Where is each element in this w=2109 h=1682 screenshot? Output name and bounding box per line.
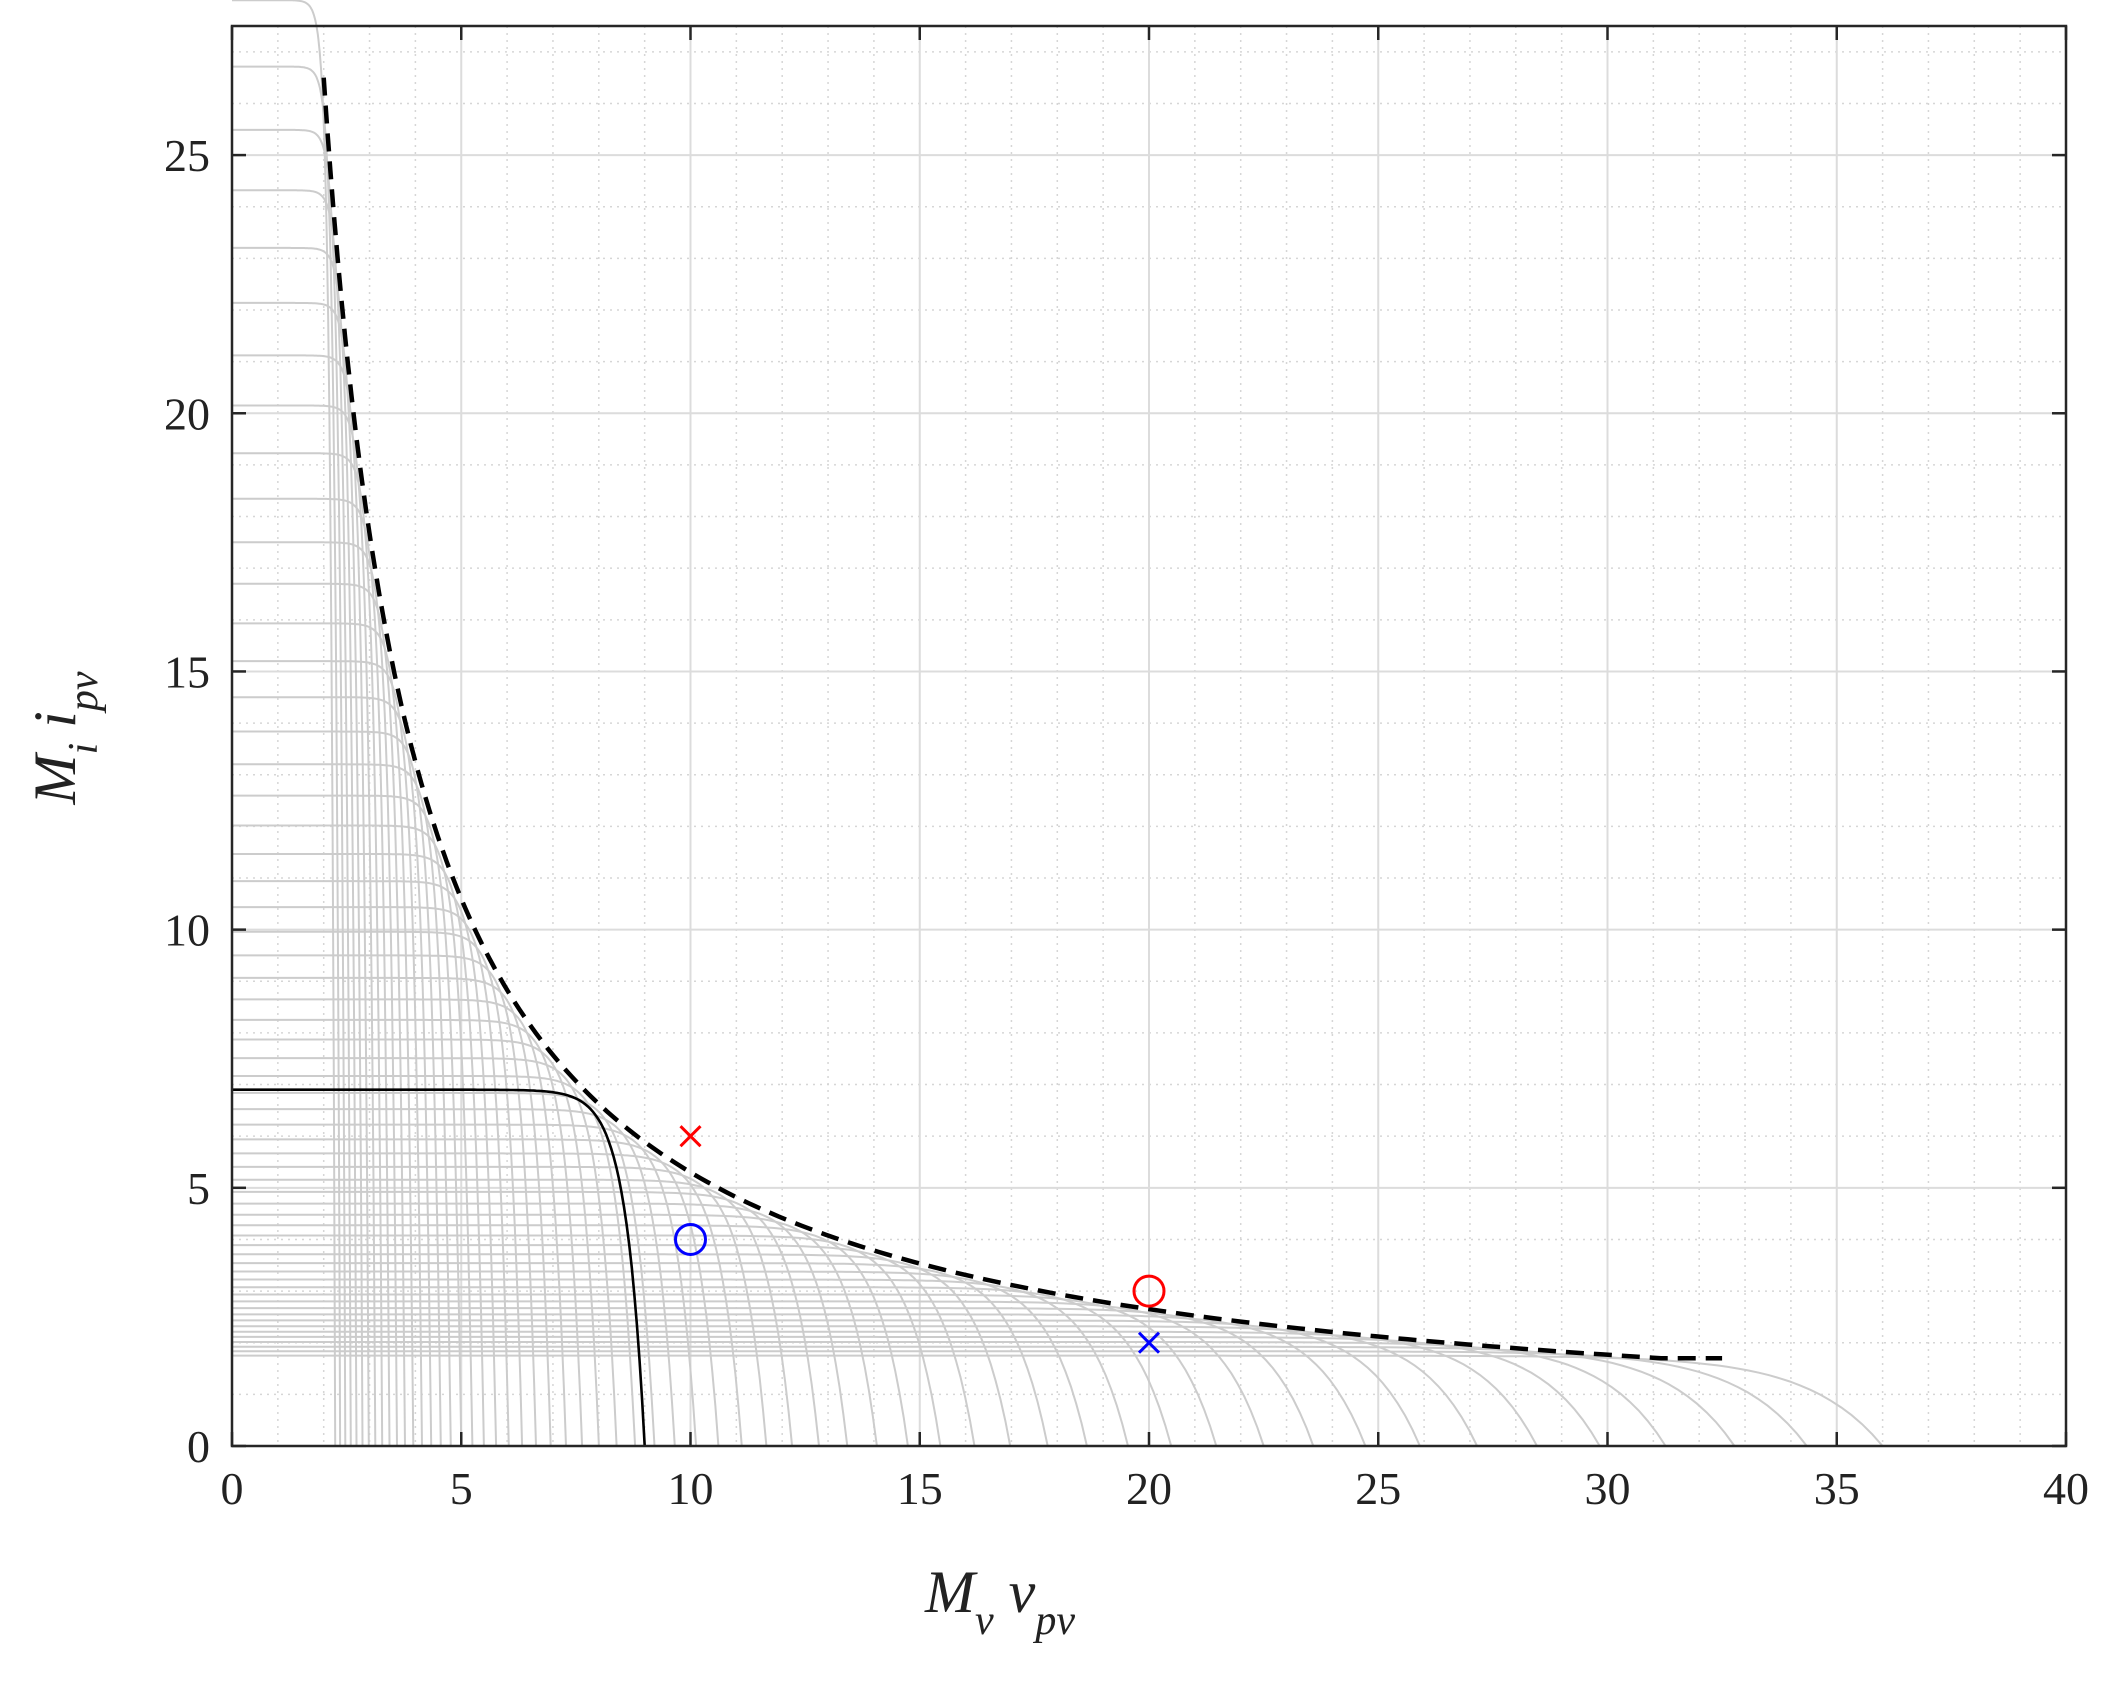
x-tick-label: 10 <box>668 1463 714 1514</box>
major-grid <box>231 26 2067 1447</box>
y-tick-label: 0 <box>187 1421 210 1472</box>
family-curve <box>232 660 423 1447</box>
marker-circle <box>1132 1274 1166 1308</box>
y-tick-label: 15 <box>164 646 210 697</box>
curve-family <box>232 0 1884 1447</box>
x-tick-label: 35 <box>1814 1463 1860 1514</box>
x-axis-label: Mv vpv <box>924 1559 1075 1644</box>
markers <box>674 1125 1166 1354</box>
mpp-envelope <box>321 77 1723 1361</box>
highlighted-curve <box>232 1088 646 1447</box>
x-tick-label: 15 <box>897 1463 943 1514</box>
family-curve <box>232 622 415 1447</box>
envelope-curve <box>321 77 1723 1361</box>
family-curve <box>232 541 398 1447</box>
marker-cross <box>679 1125 702 1148</box>
marker-cross-stroke <box>679 1125 702 1148</box>
marker-circle <box>674 1222 707 1256</box>
x-tick-label: 40 <box>2043 1463 2089 1514</box>
y-tick-label: 5 <box>187 1163 210 1214</box>
y-tick-labels: 0 5 10 15 20 25 <box>164 130 210 1472</box>
axes-box <box>230 24 2068 1448</box>
y-tick-label: 20 <box>164 388 210 439</box>
y-axis-label: Mi ipv <box>22 671 107 805</box>
x-tick-label: 20 <box>1126 1463 1172 1514</box>
y-tick-label: 25 <box>164 130 210 181</box>
family-curve <box>232 582 406 1447</box>
x-tick-labels: 0 5 10 15 20 25 30 35 40 <box>221 1463 2090 1514</box>
highlighted-iv-curve <box>232 1088 646 1447</box>
x-tick-label: 5 <box>450 1463 473 1514</box>
family-curve <box>232 0 337 1447</box>
x-tick-label: 0 <box>221 1463 244 1514</box>
x-tick-label: 30 <box>1585 1463 1631 1514</box>
marker-cross-stroke <box>1137 1331 1161 1354</box>
y-tick-label: 10 <box>164 905 210 956</box>
marker-cross <box>1137 1331 1161 1354</box>
x-tick-label: 25 <box>1355 1463 1401 1514</box>
